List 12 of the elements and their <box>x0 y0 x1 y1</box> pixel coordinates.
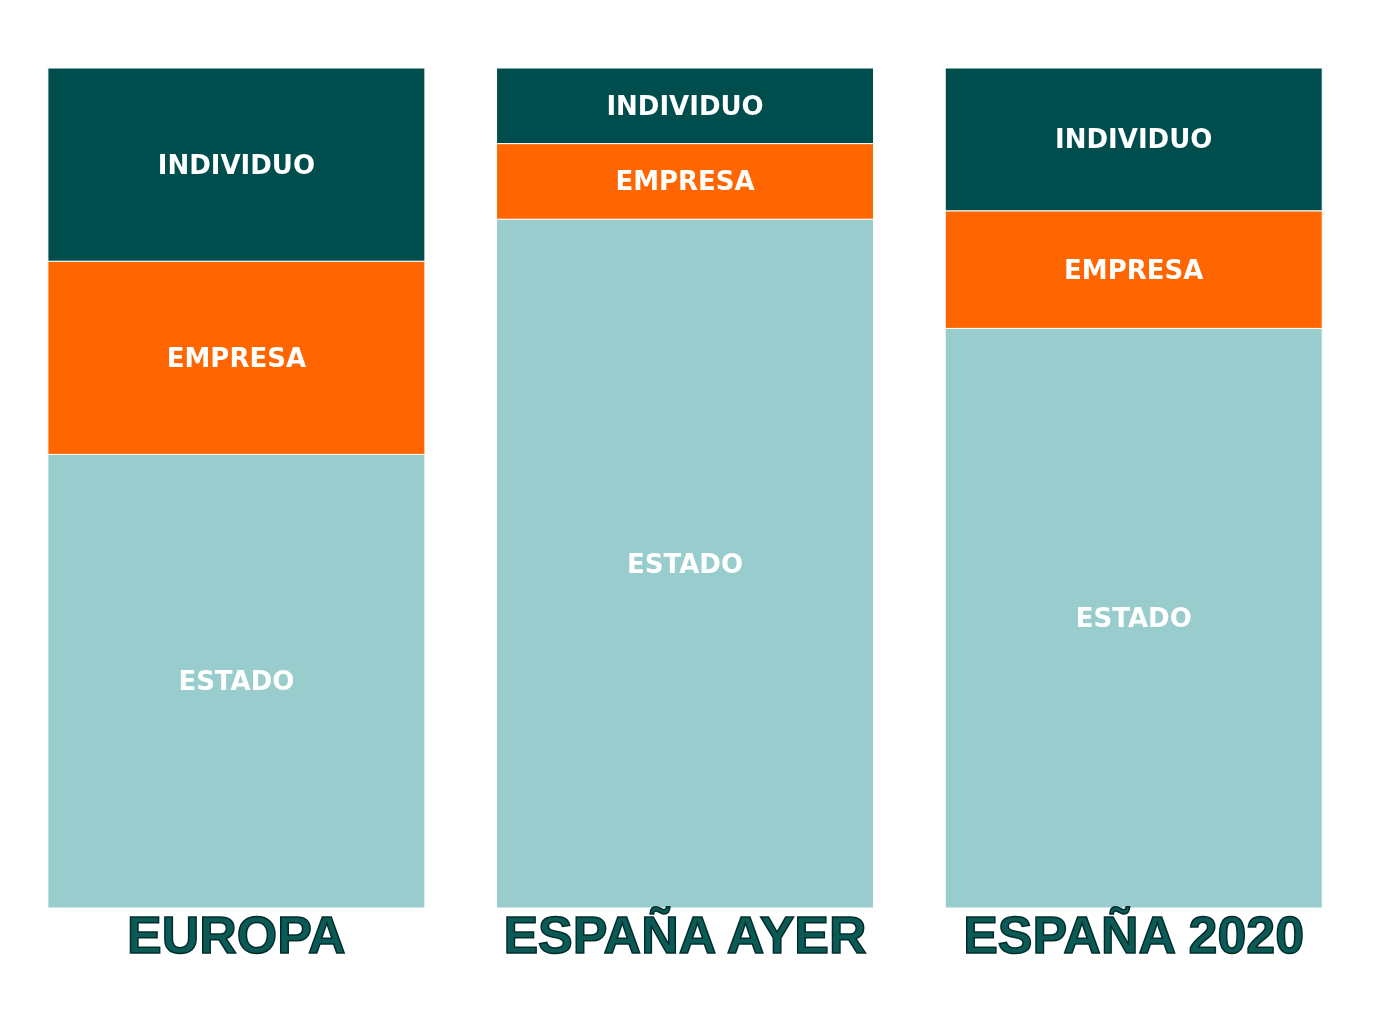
x-tick-label: EUROPA <box>127 905 346 964</box>
text: ESTADO <box>178 666 295 697</box>
text: EMPRESA <box>166 342 307 373</box>
text: ESTADO <box>1075 603 1192 634</box>
x-tick-label: ESPAÑA 2020 <box>963 905 1305 964</box>
series-label: EMPRESA <box>615 166 755 197</box>
series-label: INDIVIDUO <box>606 90 764 121</box>
text: INDIVIDUO <box>1055 124 1213 155</box>
text: EMPRESA <box>1064 254 1204 285</box>
series-label: ESTADO <box>627 548 744 579</box>
x-tick-label: ESPAÑA AYER <box>503 905 867 964</box>
text: INDIVIDUO <box>157 149 316 180</box>
